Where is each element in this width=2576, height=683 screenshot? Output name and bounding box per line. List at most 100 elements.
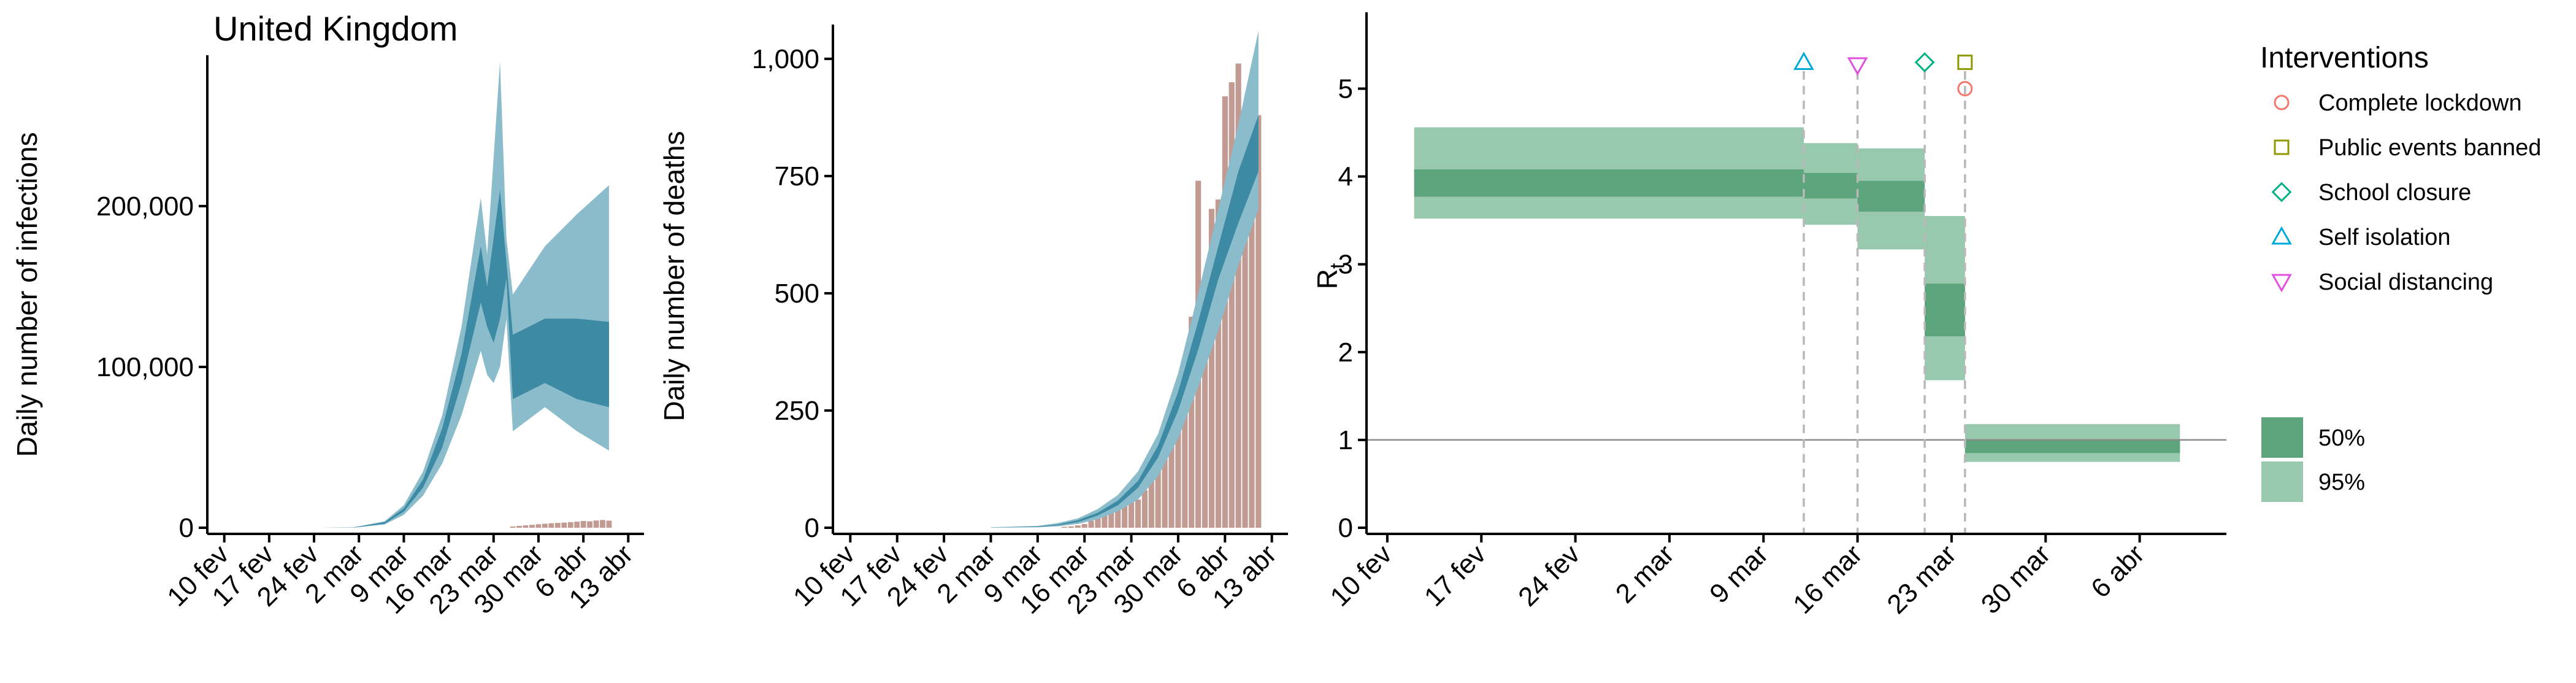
intervention-marker xyxy=(1957,80,1973,96)
reported-deaths-bar xyxy=(1168,406,1175,528)
reported-deaths-bar xyxy=(1122,504,1128,528)
infections-50-band xyxy=(224,190,609,528)
y-tick-label: 200,000 xyxy=(96,191,194,222)
y-tick-label: 1,000 xyxy=(752,44,819,74)
y-tick-label: 1 xyxy=(1338,425,1353,455)
y-tick-label: 4 xyxy=(1338,162,1353,192)
reported-deaths-bar xyxy=(1102,506,1108,528)
reported-cases-bar xyxy=(574,522,580,528)
reported-cases-bar xyxy=(593,520,599,528)
y-tick-label: 250 xyxy=(775,396,819,426)
reported-cases-bar xyxy=(600,520,605,528)
reported-cases-bar xyxy=(529,525,535,528)
x-tick-label: 24 fev xyxy=(1512,539,1585,612)
y-axis-label: Daily number of deaths xyxy=(658,131,690,421)
x-tick-label: 6 abr xyxy=(2085,539,2150,604)
reported-cases-bar xyxy=(580,520,586,528)
legend-label: Social distancing xyxy=(2318,269,2493,295)
x-tick-label: 30 mar xyxy=(1976,539,2056,619)
y-axis-label-main: R xyxy=(1311,269,1343,289)
intervention-marker xyxy=(1914,52,1935,72)
chart-title: United Kingdom xyxy=(213,9,458,48)
rt-50-band xyxy=(1925,284,1965,337)
reported-deaths-bar xyxy=(1068,526,1074,528)
reported-deaths-bar xyxy=(1182,363,1188,528)
deaths-50-band xyxy=(991,115,1259,528)
x-tick-label: 2 mar xyxy=(1610,539,1680,609)
y-tick-label: 750 xyxy=(775,161,819,191)
y-axis-label: Rt xyxy=(1311,263,1349,289)
reported-deaths-bar xyxy=(1061,527,1068,528)
y-tick-label: 0 xyxy=(179,513,194,543)
reported-cases-bar xyxy=(516,525,522,528)
reported-deaths-bar xyxy=(1242,148,1248,528)
reported-deaths-bar xyxy=(1135,500,1141,528)
reported-deaths-bar xyxy=(1215,199,1221,528)
x-tick-label: 9 mar xyxy=(1704,539,1774,609)
y-tick-label: 500 xyxy=(775,279,819,309)
infections-95-band xyxy=(224,61,609,528)
reported-deaths-bar xyxy=(1229,82,1235,528)
reported-deaths-bar xyxy=(1141,490,1148,528)
y-tick-label: 3 xyxy=(1338,250,1353,280)
reported-deaths-bar xyxy=(1249,91,1255,528)
interventions-legend: Interventions Complete lockdown Public eve… xyxy=(2260,42,2541,502)
reported-deaths-bar xyxy=(1108,509,1114,528)
reported-cases-bar xyxy=(535,524,542,528)
intervention-marker xyxy=(1957,55,1973,71)
reported-deaths-bar xyxy=(1175,401,1181,528)
reported-deaths-bar xyxy=(1128,501,1135,528)
legend-marker xyxy=(2271,182,2292,203)
legend-marker xyxy=(2274,139,2290,155)
reported-deaths-bar xyxy=(1162,448,1168,528)
reported-deaths-bar xyxy=(1148,476,1154,528)
rt-50-band xyxy=(1857,180,1925,212)
reported-cases-bar xyxy=(548,523,554,528)
reported-cases-bar xyxy=(567,522,573,528)
y-axis-label: Daily number of infections xyxy=(11,132,43,457)
deaths-95-band xyxy=(991,31,1259,528)
y-tick-label: 5 xyxy=(1338,74,1353,104)
rt-50-band xyxy=(1965,439,2180,453)
reported-deaths-bar xyxy=(1255,115,1262,528)
rt-50-band xyxy=(1414,169,1804,197)
reported-deaths-bar xyxy=(1155,457,1161,528)
intervention-marker xyxy=(1847,57,1868,76)
legend-band-swatch xyxy=(2261,417,2303,458)
legend-marker xyxy=(2271,226,2292,245)
y-tick-label: 100,000 xyxy=(96,352,194,382)
reported-cases-bar xyxy=(554,523,561,528)
reported-deaths-bar xyxy=(1235,63,1241,528)
reported-cases-bar xyxy=(542,523,548,528)
reported-cases-bar xyxy=(510,526,516,528)
reported-cases-bar xyxy=(606,520,612,528)
x-tick-label: 16 mar xyxy=(1787,539,1868,619)
reported-cases-bar xyxy=(523,525,529,528)
reported-deaths-bar xyxy=(1075,525,1081,528)
legend-label: Public events banned xyxy=(2318,135,2541,161)
intervention-marker xyxy=(1793,52,1814,71)
legend-band-label: 95% xyxy=(2318,469,2365,495)
reported-deaths-bar xyxy=(1088,520,1094,528)
reported-deaths-bar xyxy=(1202,349,1208,528)
reported-cases-bar xyxy=(587,521,592,528)
y-tick-label: 0 xyxy=(1338,513,1353,543)
legend-marker xyxy=(2274,95,2290,110)
rt-panel: 0 1 2 3 4 5 10 fev 17 fev 24 fev 2 mar 9 mar 16 mar… xyxy=(1311,12,2226,620)
legend-label: Self isolation xyxy=(2318,225,2450,250)
legend-title: Interventions xyxy=(2260,42,2429,74)
y-tick-label: 0 xyxy=(805,513,819,543)
rt-50-band xyxy=(1803,172,1858,199)
legend-marker xyxy=(2271,274,2292,293)
y-tick-label: 2 xyxy=(1338,338,1353,368)
x-tick-label: 23 mar xyxy=(1881,539,1961,619)
reported-deaths-bar xyxy=(1081,523,1087,528)
reported-deaths-bar xyxy=(1095,514,1101,528)
reported-deaths-bar xyxy=(1189,317,1195,528)
reported-deaths-bar xyxy=(1208,209,1215,528)
reported-cases-bar xyxy=(561,522,567,528)
reported-deaths-bar xyxy=(1222,96,1228,528)
legend-label: School closure xyxy=(2318,180,2471,206)
